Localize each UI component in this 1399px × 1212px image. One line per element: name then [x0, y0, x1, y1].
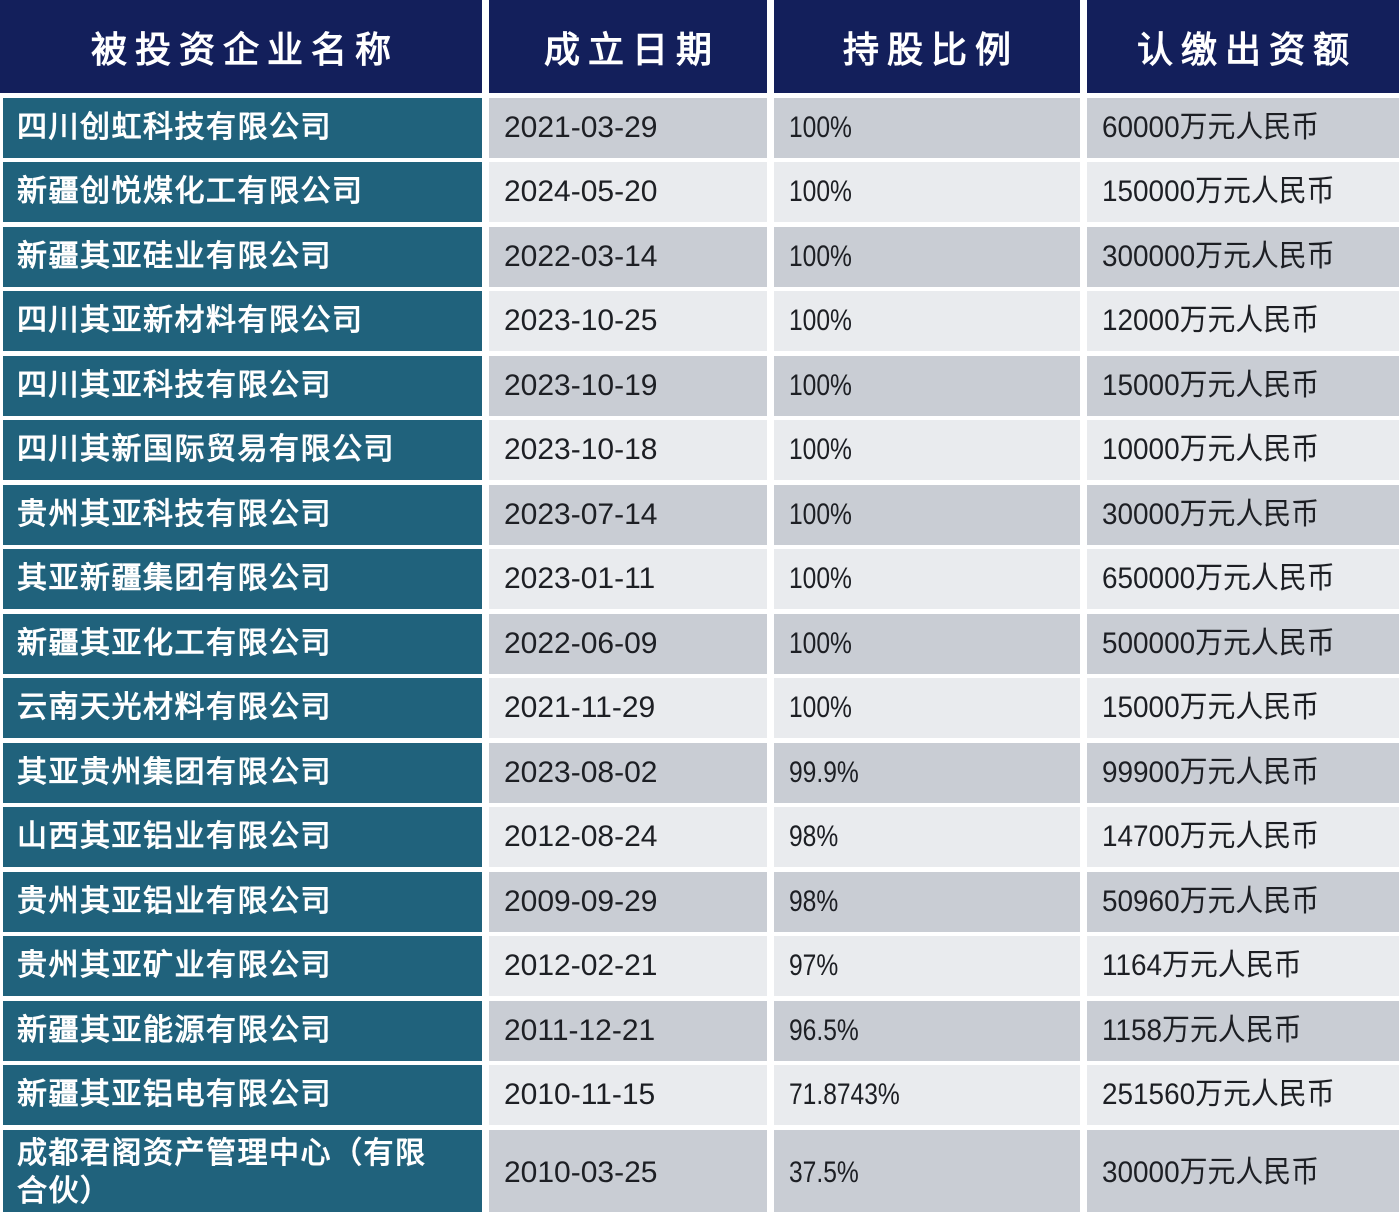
subscribed-capital-cell: 300000万元人民币: [1087, 226, 1399, 287]
shareholding-ratio-cell: 100%: [774, 355, 1080, 416]
shareholding-ratio-cell: 97%: [774, 936, 1080, 996]
company-name-cell: 山西其亚铝业有限公司: [0, 807, 482, 867]
establish-date-cell: 2012-02-21: [489, 936, 767, 996]
company-name-cell: 云南天光材料有限公司: [0, 678, 482, 738]
company-name-cell: 新疆其亚铝电有限公司: [0, 1065, 482, 1125]
establish-date-cell: 2023-08-02: [489, 742, 767, 803]
company-name-cell: 其亚新疆集团有限公司: [0, 549, 482, 609]
shareholding-ratio-cell: 96.5%: [774, 1000, 1080, 1061]
subscribed-capital-cell: 251560万元人民币: [1087, 1065, 1399, 1125]
company-name-cell: 其亚贵州集团有限公司: [0, 742, 482, 803]
company-name-cell: 新疆创悦煤化工有限公司: [0, 162, 482, 222]
company-name-cell: 贵州其亚矿业有限公司: [0, 936, 482, 996]
establish-date-cell: 2023-01-11: [489, 549, 767, 609]
company-name-cell: 贵州其亚科技有限公司: [0, 484, 482, 545]
establish-date-cell: 2023-10-25: [489, 291, 767, 351]
shareholding-ratio-cell: 100%: [774, 291, 1080, 351]
establish-date-cell: 2024-05-20: [489, 162, 767, 222]
shareholding-ratio-cell: 100%: [774, 549, 1080, 609]
column-header-subscribed-capital: 认缴出资额: [1087, 0, 1399, 93]
subscribed-capital-cell: 15000万元人民币: [1087, 355, 1399, 416]
shareholding-ratio-cell: 100%: [774, 420, 1080, 480]
establish-date-cell: 2023-10-18: [489, 420, 767, 480]
subscribed-capital-cell: 150000万元人民币: [1087, 162, 1399, 222]
establish-date-cell: 2009-09-29: [489, 871, 767, 932]
shareholding-ratio-cell: 98%: [774, 807, 1080, 867]
subscribed-capital-cell: 650000万元人民币: [1087, 549, 1399, 609]
subscribed-capital-cell: 30000万元人民币: [1087, 1129, 1399, 1212]
shareholding-ratio-cell: 100%: [774, 613, 1080, 674]
subscribed-capital-cell: 10000万元人民币: [1087, 420, 1399, 480]
subscribed-capital-cell: 12000万元人民币: [1087, 291, 1399, 351]
subscribed-capital-cell: 1164万元人民币: [1087, 936, 1399, 996]
shareholding-ratio-cell: 71.8743%: [774, 1065, 1080, 1125]
establish-date-cell: 2021-11-29: [489, 678, 767, 738]
subscribed-capital-cell: 99900万元人民币: [1087, 742, 1399, 803]
establish-date-cell: 2010-03-25: [489, 1129, 767, 1212]
column-header-establish-date: 成立日期: [489, 0, 767, 93]
subscribed-capital-cell: 14700万元人民币: [1087, 807, 1399, 867]
subscribed-capital-cell: 30000万元人民币: [1087, 484, 1399, 545]
subscribed-capital-cell: 50960万元人民币: [1087, 871, 1399, 932]
company-name-cell: 四川其亚新材料有限公司: [0, 291, 482, 351]
shareholding-ratio-cell: 100%: [774, 226, 1080, 287]
establish-date-cell: 2022-06-09: [489, 613, 767, 674]
shareholding-ratio-cell: 98%: [774, 871, 1080, 932]
shareholding-ratio-cell: 100%: [774, 162, 1080, 222]
shareholding-ratio-cell: 100%: [774, 97, 1080, 158]
company-name-cell: 成都君阁资产管理中心（有限合伙）: [0, 1129, 482, 1212]
company-name-cell: 四川其亚科技有限公司: [0, 355, 482, 416]
company-name-cell: 新疆其亚硅业有限公司: [0, 226, 482, 287]
company-name-cell: 四川其新国际贸易有限公司: [0, 420, 482, 480]
establish-date-cell: 2023-10-19: [489, 355, 767, 416]
company-name-cell: 贵州其亚铝业有限公司: [0, 871, 482, 932]
shareholding-ratio-cell: 99.9%: [774, 742, 1080, 803]
company-name-cell: 新疆其亚化工有限公司: [0, 613, 482, 674]
establish-date-cell: 2010-11-15: [489, 1065, 767, 1125]
company-name-cell: 四川创虹科技有限公司: [0, 97, 482, 158]
subscribed-capital-cell: 500000万元人民币: [1087, 613, 1399, 674]
company-name-cell: 新疆其亚能源有限公司: [0, 1000, 482, 1061]
column-header-company-name: 被投资企业名称: [0, 0, 482, 93]
column-header-shareholding-ratio: 持股比例: [774, 0, 1080, 93]
subscribed-capital-cell: 1158万元人民币: [1087, 1000, 1399, 1061]
establish-date-cell: 2023-07-14: [489, 484, 767, 545]
establish-date-cell: 2022-03-14: [489, 226, 767, 287]
shareholding-ratio-cell: 100%: [774, 678, 1080, 738]
establish-date-cell: 2011-12-21: [489, 1000, 767, 1061]
subscribed-capital-cell: 60000万元人民币: [1087, 97, 1399, 158]
establish-date-cell: 2012-08-24: [489, 807, 767, 867]
establish-date-cell: 2021-03-29: [489, 97, 767, 158]
shareholding-ratio-cell: 37.5%: [774, 1129, 1080, 1212]
shareholding-ratio-cell: 100%: [774, 484, 1080, 545]
subscribed-capital-cell: 15000万元人民币: [1087, 678, 1399, 738]
